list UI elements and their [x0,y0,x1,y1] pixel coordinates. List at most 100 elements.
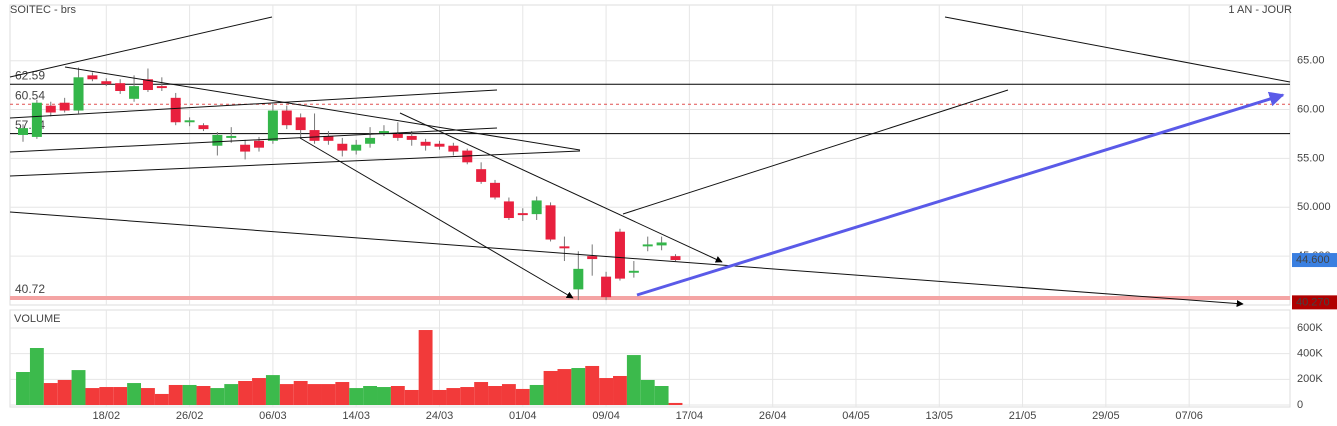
candle-body [517,213,528,216]
y-tick-label: 400K [1297,348,1323,360]
candle-body [531,200,542,215]
candle-body [614,231,625,279]
volume-bar [654,386,669,405]
candle-body [240,144,251,152]
candle-body [295,117,306,131]
candle-body [198,125,209,130]
trend-lines [9,16,1291,308]
trend-line [9,127,498,153]
x-tick-label: 06/03 [259,410,287,422]
candle-body [115,83,126,91]
x-tick-label: 01/04 [509,410,537,422]
candle-body [587,256,598,260]
volume-bar [307,384,322,405]
volume-bar [196,386,211,405]
candle-body [448,145,459,152]
trend-line [9,16,273,78]
volume-bar [85,388,100,405]
x-tick-label: 26/02 [176,410,204,422]
candle-body [18,128,28,135]
volume-title: VOLUME [14,313,60,325]
candle-body [156,86,167,89]
volume-bar [529,384,544,405]
level-label: 40.72 [15,282,45,296]
volume-bar [585,365,600,405]
volume-bar [390,386,405,405]
volume-bar [43,383,58,405]
volume-bar [279,384,294,405]
candle-body [545,205,556,240]
candle-body [601,276,612,298]
candle-body [392,133,403,138]
candle-body [101,81,112,85]
x-tick-label: 17/04 [676,410,704,422]
chart-title: SOITEC - brs [10,4,77,16]
volume-bar [127,383,142,405]
chart-subtitle: 1 AN - JOUR [1228,4,1292,16]
candle-body [59,102,70,111]
trend-arrow [636,91,1285,297]
volume-bar [557,369,572,405]
volume-bar [16,372,30,405]
x-tick-label: 26/04 [759,410,787,422]
volume-bar [210,388,225,405]
candle-body [462,150,473,163]
price-tag-label: 44.600 [1296,254,1330,266]
volume-bar [626,355,641,405]
x-tick-label: 14/03 [342,410,370,422]
candle-body [351,144,362,151]
trend-line [622,89,1009,215]
candle-body [267,110,278,141]
candle-body [656,242,667,246]
volume-bar [515,388,530,405]
candle-body [87,75,98,80]
volume-bar [224,384,239,405]
volume-bar [141,388,155,405]
candle-body [378,131,389,134]
y-tick-label: 0 [1297,399,1303,411]
candle-body [170,97,181,123]
candle-body [365,137,376,144]
trend-arrow [299,137,574,299]
candles [18,67,681,301]
y-tick-label: 50.000 [1297,201,1331,213]
candle-body [309,130,320,141]
candle-body [559,246,570,249]
trend-line [9,150,581,177]
candle-body [628,270,639,273]
candle-body [476,169,487,182]
volume-bar [99,387,114,405]
x-tick-label: 24/03 [426,410,454,422]
volume-bar [543,370,558,405]
candle-body [670,256,681,261]
trend-line [944,16,1291,83]
volume-bar [474,382,489,405]
volume-bar [363,386,378,405]
volume-panel [9,309,1291,408]
volume-bar [113,387,128,405]
x-tick-label: 29/05 [1092,410,1120,422]
candle-body [31,102,42,137]
candle-body [503,201,514,219]
volume-bar [488,386,502,405]
candle-body [73,77,84,111]
x-tick-label: 07/06 [1175,410,1203,422]
volume-bar [377,387,391,405]
candle-body [642,244,653,247]
x-tick-label: 13/05 [926,410,954,422]
trend-arrow [9,211,1244,308]
price-tag [1292,295,1337,310]
trend-arrow [399,112,723,263]
volume-bar [571,368,586,405]
volume-bar [182,384,197,405]
candle-body [420,141,431,146]
candle-body [129,86,140,99]
candle-body [254,140,265,148]
candle-body [184,120,195,123]
volume-bar [335,382,350,405]
candle-body [212,134,223,146]
x-tick-label: 21/05 [1009,410,1037,422]
volume-bar [293,380,308,405]
y-tick-label: 65.00 [1297,55,1325,67]
level-label: 62.59 [15,68,45,82]
